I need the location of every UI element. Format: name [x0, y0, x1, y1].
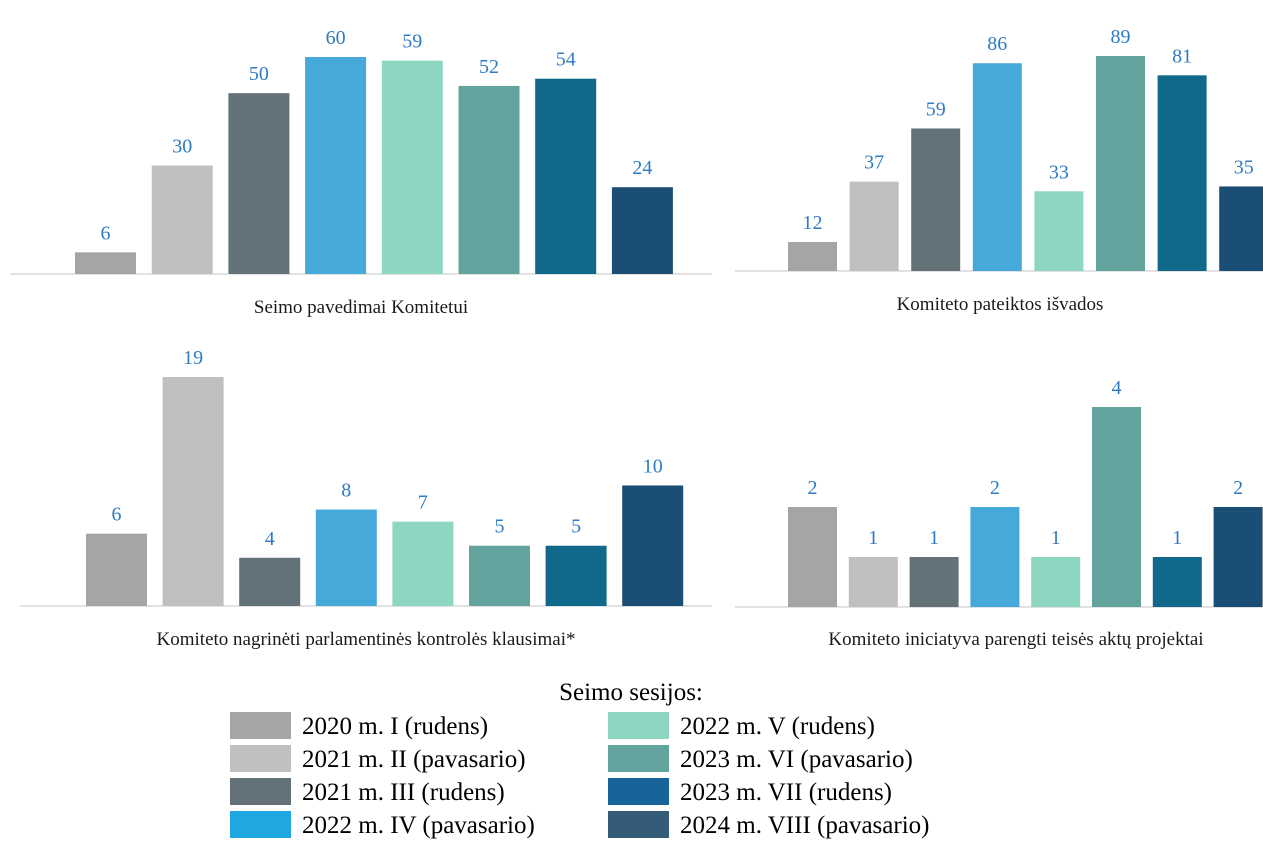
legend-label: 2024 m. VIII (pavasario): [680, 812, 929, 839]
bar: [469, 545, 530, 606]
bar: [1219, 186, 1263, 271]
bar: [86, 533, 147, 606]
legend-swatch: [230, 811, 291, 838]
chart-teises-aktu-projektai: 2 1 1 2 1 4 1 2 Komiteto iniciatyva parengti tei…: [735, 377, 1263, 650]
legend-swatch: [230, 712, 291, 739]
legend-swatch: [608, 712, 669, 739]
data-label: 59: [402, 31, 422, 53]
bar: [788, 242, 837, 271]
data-label: 1: [929, 527, 939, 549]
legend-label: 2022 m. IV (pavasario): [302, 812, 535, 839]
data-label: 1: [1172, 527, 1182, 549]
bar: [228, 93, 290, 275]
bar: [788, 507, 837, 607]
data-label: 86: [987, 33, 1007, 55]
bar: [911, 128, 961, 271]
chart-komiteto-isvados: 12 37 59 86 33 89 81 35 Komiteto pateiktos išvad…: [735, 26, 1263, 315]
chart-seimo-pavedimai: 6 30 50 60 59 52 54 24 Seimo pavedimai Komitetui: [10, 27, 712, 318]
data-label: 35: [1234, 156, 1254, 178]
data-label: 54: [556, 49, 576, 71]
bar: [305, 57, 367, 274]
bar: [458, 85, 520, 274]
chart-title: Seimo pavedimai Komitetui: [254, 297, 468, 318]
bar: [611, 187, 673, 274]
legend-title: Seimo sesijos:: [559, 679, 703, 706]
data-label: 4: [265, 528, 275, 550]
bar: [1034, 191, 1084, 271]
bar: [1092, 407, 1141, 607]
legend-swatch: [608, 811, 669, 838]
legend-item: 2024 m. VIII (pavasario): [608, 811, 929, 839]
data-label: 52: [479, 56, 499, 78]
bar: [1152, 557, 1202, 607]
data-label: 1: [1051, 527, 1061, 549]
data-label: 60: [326, 27, 346, 49]
data-label: 6: [112, 504, 122, 526]
data-label: 2: [808, 477, 818, 499]
bar: [848, 557, 898, 607]
data-label: 30: [172, 136, 192, 158]
bar: [849, 181, 899, 271]
chart-title: Komiteto nagrinėti parlamentinės kontrol…: [157, 629, 576, 650]
legend-item: 2022 m. V (rudens): [608, 712, 875, 740]
bar: [162, 377, 224, 606]
legend-item: 2023 m. VII (rudens): [608, 778, 892, 806]
legend-swatch: [608, 778, 669, 805]
bar: [545, 545, 607, 606]
legend-item: 2021 m. II (pavasario): [230, 745, 526, 773]
legend-label: 2022 m. V (rudens): [680, 713, 875, 740]
bar: [972, 63, 1022, 271]
data-label: 4: [1112, 377, 1122, 399]
data-label: 19: [183, 347, 203, 369]
chart-title: Komiteto iniciatyva parengti teisės aktų…: [828, 629, 1203, 650]
bar: [535, 78, 597, 274]
data-label: 2: [990, 477, 1000, 499]
data-label: 2: [1233, 477, 1243, 499]
legend-label: 2021 m. II (pavasario): [302, 746, 526, 773]
data-label: 6: [101, 222, 111, 244]
bar: [1096, 56, 1145, 271]
data-label: 59: [926, 98, 946, 120]
legend-label: 2020 m. I (rudens): [302, 713, 488, 740]
legend-label: 2021 m. III (rudens): [302, 779, 505, 806]
legend-swatch: [230, 778, 291, 805]
data-label: 37: [864, 152, 884, 174]
data-label: 5: [495, 516, 505, 538]
bar: [1157, 75, 1207, 272]
data-label: 89: [1111, 26, 1131, 48]
legend-label: 2023 m. VI (pavasario): [680, 746, 913, 773]
bar: [381, 60, 443, 274]
legend-swatch: [608, 745, 669, 772]
data-label: 12: [803, 212, 823, 234]
data-label: 1: [868, 527, 878, 549]
bar: [392, 521, 454, 606]
legend-label: 2023 m. VII (rudens): [680, 779, 892, 806]
legend-swatch: [230, 745, 291, 772]
bar: [970, 507, 1020, 607]
data-label: 7: [418, 492, 428, 514]
data-label: 81: [1172, 45, 1192, 67]
chart-title: Komiteto pateiktos išvados: [897, 294, 1104, 315]
data-label: 24: [632, 157, 652, 179]
bar: [1031, 557, 1081, 607]
bar: [315, 509, 377, 606]
chart-parlamentines-kontroles-klausimai: 6 19 4 8 7 5 5 10 Komiteto nagrinėti parlamentin…: [20, 347, 712, 650]
bar: [1213, 507, 1263, 607]
legend-item: 2022 m. IV (pavasario): [230, 811, 535, 839]
bar: [75, 252, 136, 274]
data-label: 33: [1049, 161, 1069, 183]
legend-item: 2021 m. III (rudens): [230, 778, 505, 806]
data-label: 50: [249, 63, 269, 85]
bar: [239, 557, 301, 606]
data-label: 10: [643, 455, 663, 477]
data-label: 5: [571, 516, 581, 538]
legend: Seimo sesijos: 2020 m. I (rudens) 2021 m.…: [230, 679, 929, 839]
bar: [151, 165, 213, 274]
data-label: 8: [341, 480, 351, 502]
legend-item: 2020 m. I (rudens): [230, 712, 488, 740]
bar: [909, 557, 959, 607]
bar: [622, 485, 684, 606]
legend-item: 2023 m. VI (pavasario): [608, 745, 913, 773]
